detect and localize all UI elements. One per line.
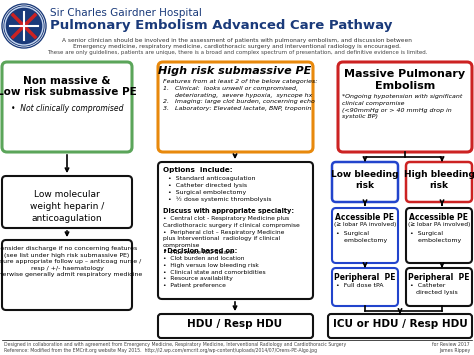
FancyBboxPatch shape	[2, 62, 132, 152]
FancyBboxPatch shape	[338, 62, 472, 152]
Text: Low risk submassive PE: Low risk submassive PE	[0, 87, 137, 97]
FancyBboxPatch shape	[158, 162, 313, 299]
FancyBboxPatch shape	[328, 314, 472, 338]
Text: Reference: Modified from the EMCrit.org website May 2015.  http://i2.wp.com/emcr: Reference: Modified from the EMCrit.org …	[4, 348, 317, 353]
Text: Sir Charles Gairdner Hospital: Sir Charles Gairdner Hospital	[50, 8, 202, 18]
FancyBboxPatch shape	[406, 268, 472, 306]
Text: Accessible PE: Accessible PE	[410, 213, 468, 222]
Text: (≥ lobar PA involved): (≥ lobar PA involved)	[408, 222, 470, 227]
Text: •  Clot burden and location
•  High versus low bleeding risk
•  Clinical state a: • Clot burden and location • High versus…	[163, 256, 265, 288]
FancyBboxPatch shape	[332, 162, 398, 202]
Text: •  Full dose tPA: • Full dose tPA	[336, 283, 383, 288]
Text: Non massive &: Non massive &	[23, 76, 111, 86]
FancyBboxPatch shape	[2, 176, 132, 228]
Text: Discuss with appropriate specialty:: Discuss with appropriate specialty:	[163, 208, 294, 214]
Text: A senior clinician should be involved in the assessment of patients with pulmona: A senior clinician should be involved in…	[62, 38, 412, 43]
Text: High risk submassive PE: High risk submassive PE	[158, 66, 311, 76]
Text: Options  include:: Options include:	[163, 167, 233, 173]
FancyBboxPatch shape	[406, 162, 472, 202]
FancyBboxPatch shape	[2, 240, 132, 310]
Text: Low bleeding
risk: Low bleeding risk	[331, 170, 399, 190]
FancyBboxPatch shape	[158, 314, 313, 338]
Text: Emergency medicine, respiratory medicine, cardiothoracic surgery and interventio: Emergency medicine, respiratory medicine…	[73, 44, 401, 49]
Text: Consider discharge if no concerning features
(see list under high risk submassiv: Consider discharge if no concerning feat…	[0, 246, 143, 277]
Text: High bleeding
risk: High bleeding risk	[403, 170, 474, 190]
Text: James Rippey: James Rippey	[439, 348, 470, 353]
FancyBboxPatch shape	[332, 268, 398, 306]
Text: Designed in collaboration and with agreement from Emergency Medicine, Respirator: Designed in collaboration and with agree…	[4, 342, 346, 347]
FancyBboxPatch shape	[406, 208, 472, 263]
Text: Low molecular
weight heparin /
anticoagulation: Low molecular weight heparin / anticoagu…	[30, 190, 104, 223]
Text: for Review 2017: for Review 2017	[432, 342, 470, 347]
Text: Peripheral  PE: Peripheral PE	[408, 273, 470, 282]
Text: These are only guidelines, patients are unique, there is a broad and complex spe: These are only guidelines, patients are …	[47, 50, 427, 55]
Text: •  Central clot - Respiratory Medicine plus
Cardiothoracic surgery if clinical c: • Central clot - Respiratory Medicine pl…	[163, 216, 300, 255]
Text: *Ongoing hypotension with significant
clinical compromise
(<90mmHg or > 40 mmHg : *Ongoing hypotension with significant cl…	[342, 94, 462, 119]
Text: Features from at least 2 of the below categories:
1.   Clinical:  looks unwell o: Features from at least 2 of the below ca…	[163, 79, 318, 111]
Text: •  Standard anticoagulation
•  Catheter directed lysis
•  Surgical embolectomy
•: • Standard anticoagulation • Catheter di…	[168, 176, 272, 202]
Text: HDU / Resp HDU: HDU / Resp HDU	[187, 319, 283, 329]
Text: •  Surgical
    embolectomy: • Surgical embolectomy	[410, 231, 461, 242]
FancyBboxPatch shape	[332, 208, 398, 263]
FancyBboxPatch shape	[158, 62, 313, 152]
Text: •  Surgical
    embolectomy: • Surgical embolectomy	[336, 231, 387, 242]
Text: •  Catheter
   directed lysis: • Catheter directed lysis	[410, 283, 458, 295]
Circle shape	[2, 4, 46, 48]
Text: Accessible PE: Accessible PE	[336, 213, 394, 222]
Text: Peripheral  PE: Peripheral PE	[334, 273, 396, 282]
Text: ICU or HDU / Resp HDU: ICU or HDU / Resp HDU	[333, 319, 467, 329]
Text: •Decision based on:: •Decision based on:	[163, 248, 237, 254]
Text: Pulmonary Embolism Advanced Care Pathway: Pulmonary Embolism Advanced Care Pathway	[50, 19, 392, 32]
Text: (≥ lobar PA involved): (≥ lobar PA involved)	[334, 222, 396, 227]
Text: •  Not clinically compromised: • Not clinically compromised	[11, 104, 123, 113]
Text: Massive Pulmonary
Embolism: Massive Pulmonary Embolism	[345, 69, 465, 91]
